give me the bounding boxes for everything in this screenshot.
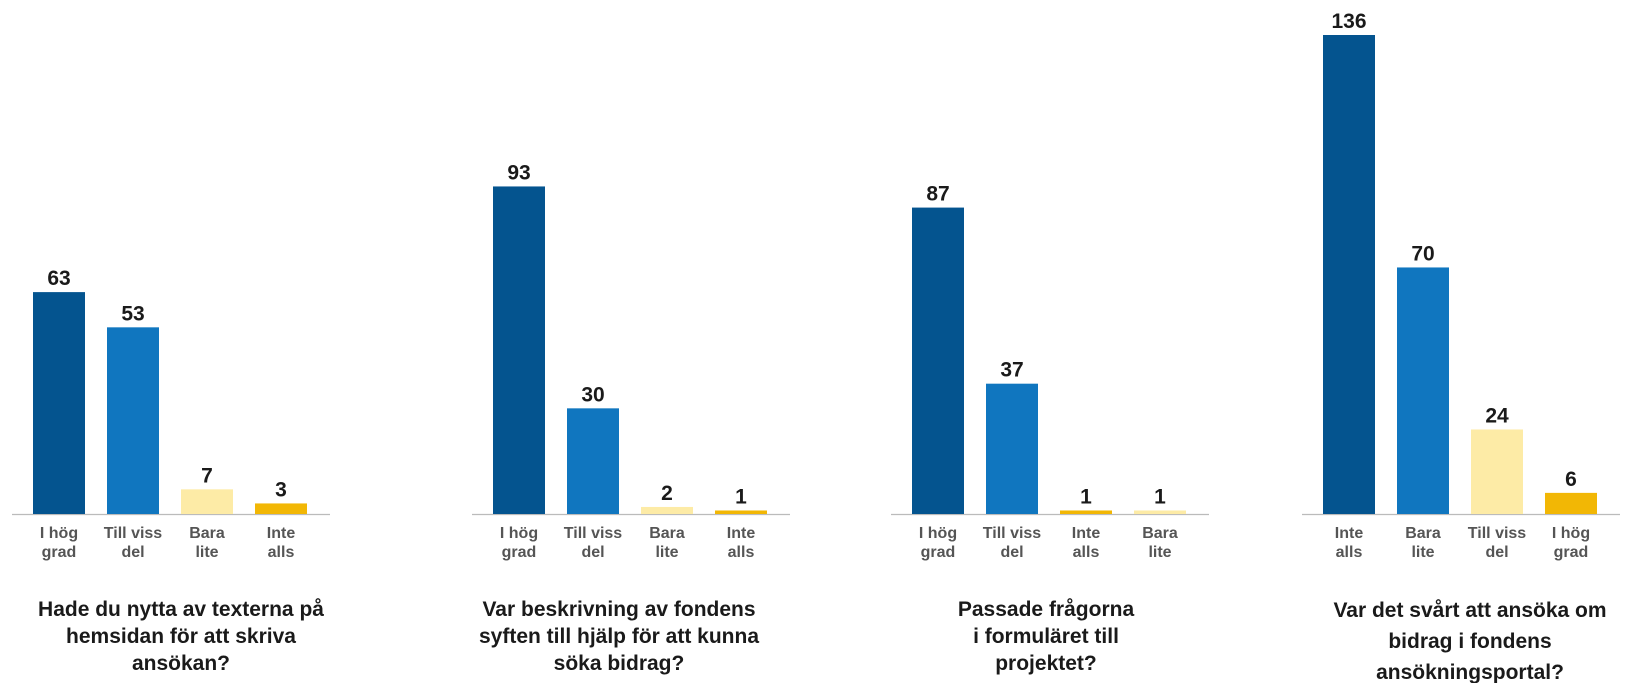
data-label: 6 xyxy=(1565,468,1577,491)
chart-panel-1: 63 I hög grad 53 Till viss del 7 Bara lite 3 Inte a… xyxy=(12,267,330,675)
data-label: 70 xyxy=(1411,242,1434,265)
data-label: 37 xyxy=(1000,359,1023,382)
data-label: 93 xyxy=(507,161,530,184)
bar xyxy=(1545,492,1597,514)
x-tick-label: Inte alls xyxy=(1072,525,1101,561)
bar xyxy=(1471,429,1523,514)
x-tick-label: Till viss del xyxy=(564,525,623,561)
bar xyxy=(641,506,693,514)
x-tick-label: Till viss del xyxy=(1468,525,1527,561)
x-tick-label: Bara lite xyxy=(1405,525,1441,561)
data-label: 87 xyxy=(926,183,949,206)
bar xyxy=(1397,267,1449,514)
x-tick-label: Inte alls xyxy=(1335,525,1364,561)
chart-panel-4: 136 Inte alls 70 Bara lite 24 Till viss del 6 I hö… xyxy=(1302,10,1620,683)
bar xyxy=(1323,35,1375,514)
data-label: 7 xyxy=(201,464,213,487)
bar xyxy=(986,383,1038,514)
chart-title: Var beskrivning av fondens syften till hj… xyxy=(479,598,759,675)
bar xyxy=(1134,510,1186,514)
bar xyxy=(715,510,767,514)
data-label: 63 xyxy=(47,267,70,290)
x-tick-label: Till viss del xyxy=(104,525,163,561)
chart-title: Var det svårt att ansöka om bidrag i fond… xyxy=(1333,599,1606,683)
bar xyxy=(107,327,159,514)
bar xyxy=(255,503,307,514)
x-tick-label: Bara lite xyxy=(1142,525,1178,561)
data-label: 30 xyxy=(581,383,604,406)
chart-title: Hade du nytta av texterna på hemsidan för… xyxy=(38,598,324,675)
chart-panel-3: 87 I hög grad 37 Till viss del 1 Inte alls 1 Bara l… xyxy=(891,183,1209,675)
bar xyxy=(567,408,619,514)
data-label: 24 xyxy=(1485,404,1509,427)
data-label: 2 xyxy=(661,482,673,505)
data-label: 3 xyxy=(275,478,287,501)
data-label: 136 xyxy=(1331,10,1366,33)
x-tick-label: I hög grad xyxy=(500,525,538,561)
x-tick-label: I hög grad xyxy=(40,525,78,561)
data-label: 53 xyxy=(121,302,144,325)
x-tick-label: Bara lite xyxy=(649,525,685,561)
x-tick-label: Inte alls xyxy=(267,525,296,561)
x-tick-label: Inte alls xyxy=(727,525,756,561)
bar xyxy=(912,207,964,515)
x-tick-label: Bara lite xyxy=(189,525,225,561)
data-label: 1 xyxy=(735,485,747,508)
x-tick-label: Till viss del xyxy=(983,525,1042,561)
chart-panel-2: 93 I hög grad 30 Till viss del 2 Bara lite 1 Inte a… xyxy=(472,161,790,675)
bar xyxy=(1060,510,1112,514)
chart-title: Passade frågorna i formuläret till projekt… xyxy=(958,598,1135,675)
bar xyxy=(181,489,233,514)
x-tick-label: I hög grad xyxy=(919,525,957,561)
data-label: 1 xyxy=(1080,485,1092,508)
bar xyxy=(33,292,85,514)
bar xyxy=(493,186,545,514)
x-tick-label: I hög grad xyxy=(1552,525,1590,561)
data-label: 1 xyxy=(1154,485,1166,508)
